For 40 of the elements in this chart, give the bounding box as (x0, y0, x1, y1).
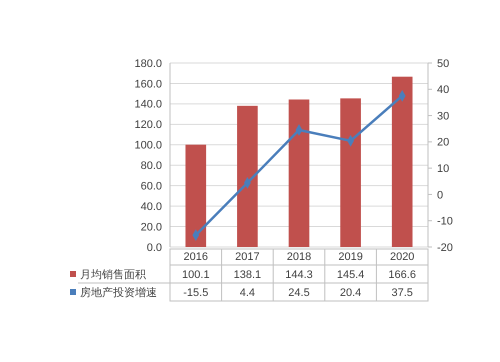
y-tick-label: 180.0 (134, 58, 162, 70)
y-tick-label: 140.0 (134, 98, 162, 111)
y2-tick-label: 50 (437, 58, 450, 70)
bar (288, 99, 310, 247)
y-tick-label: 160.0 (134, 78, 162, 90)
x-tick-label: 2016 (184, 250, 208, 263)
data-label: 138.1 (234, 268, 262, 281)
y2-tick-label: 40 (437, 84, 450, 96)
y-tick-label: 20.0 (140, 221, 162, 234)
x-tick-label: 2019 (338, 250, 363, 263)
data-label: 20.4 (340, 286, 362, 299)
y2-tick-label: -20 (437, 242, 453, 254)
x-tick-label: 2020 (390, 250, 414, 263)
y2-tick-label: 30 (437, 110, 450, 122)
y2-tick-label: 10 (437, 162, 450, 175)
y2-tick-label: 0 (437, 189, 444, 202)
y-tick-label: 120.0 (134, 119, 162, 132)
bar (392, 76, 413, 247)
x-tick-label: 2017 (235, 250, 260, 263)
data-label: 145.4 (336, 268, 364, 281)
y-tick-label: 60.0 (140, 180, 162, 193)
legend-label: 月均销售面积 (80, 268, 146, 281)
legend-label: 房地产投资增速 (80, 286, 157, 299)
data-label: -15.5 (183, 286, 208, 299)
bar (340, 98, 361, 247)
y2-tick-label: 20 (437, 136, 450, 149)
bar (237, 106, 258, 247)
data-label: 37.5 (391, 286, 413, 299)
x-tick-label: 2018 (286, 250, 312, 263)
data-label: 4.4 (240, 286, 256, 299)
y-tick-label: 100.0 (134, 140, 162, 152)
y-tick-label: 0.0 (146, 242, 162, 254)
y2-tick-label: -10 (437, 216, 453, 228)
data-label: 166.6 (388, 268, 416, 281)
y-tick-label: 40.0 (140, 200, 162, 213)
data-label: 24.5 (288, 286, 310, 299)
data-label: 144.3 (285, 268, 313, 281)
y-tick-label: 80.0 (140, 160, 162, 172)
bar (185, 144, 206, 247)
data-label: 100.1 (182, 268, 210, 281)
